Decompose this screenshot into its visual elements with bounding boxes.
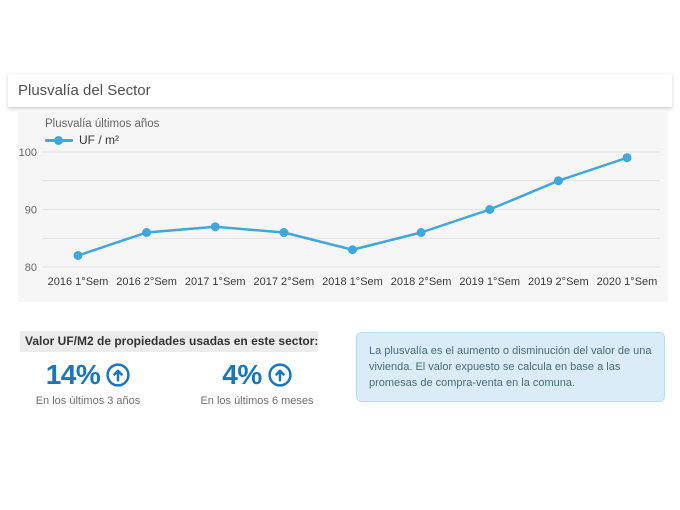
x-tick-label: 2018 1°Sem xyxy=(322,276,383,288)
stat-value-row: 14% xyxy=(23,358,153,392)
x-tick-label: 2016 1°Sem xyxy=(48,276,109,288)
x-tick-label: 2020 1°Sem xyxy=(597,276,658,288)
y-tick-label: 90 xyxy=(25,205,37,217)
trend-up-icon xyxy=(268,363,292,387)
chart-legend: Plusvalía últimos años UF / m² xyxy=(45,118,159,147)
series-line xyxy=(76,156,629,257)
data-point[interactable] xyxy=(622,153,632,163)
stats-header-bar: Valor UF/M2 de propiedades usadas en est… xyxy=(20,331,318,352)
data-point[interactable] xyxy=(348,245,357,255)
stat-value: 14% xyxy=(45,359,101,390)
x-tick-label: 2017 1°Sem xyxy=(185,276,246,288)
legend-series-item[interactable]: UF / m² xyxy=(45,133,159,147)
series-marker-icon xyxy=(45,135,73,145)
stats-header-label: Valor UF/M2 de propiedades usadas en est… xyxy=(25,334,319,348)
info-box: La plusvalía es el aumento o disminución… xyxy=(356,332,665,402)
stat-label: En los últimos 6 meses xyxy=(200,395,314,407)
info-text: La plusvalía es el aumento o disminución… xyxy=(369,345,652,389)
stat-6-months: 4% En los últimos 6 meses xyxy=(191,358,323,407)
x-tick-label: 2019 2°Sem xyxy=(528,276,589,288)
x-tick-label: 2018 2°Sem xyxy=(391,276,452,288)
x-tick-label: 2017 2°Sem xyxy=(254,276,315,288)
stat-value: 4% xyxy=(222,359,262,390)
data-point[interactable] xyxy=(210,222,220,232)
section-header: Plusvalía del Sector xyxy=(8,74,672,108)
data-point[interactable] xyxy=(279,228,289,237)
x-tick-label: 2019 1°Sem xyxy=(459,276,520,288)
plusvalia-chart-panel: 80 90 100 2016 1°Sem 2016 2°Sem 2017 1°Sem 201… xyxy=(18,112,668,302)
series-label: UF / m² xyxy=(79,133,119,147)
data-point[interactable] xyxy=(142,228,152,237)
trend-up-icon xyxy=(106,363,130,387)
stat-label: En los últimos 3 años xyxy=(35,395,141,407)
data-point[interactable] xyxy=(553,176,563,186)
stat-3-years: 14% En los últimos 3 años xyxy=(23,358,153,407)
x-tick-label: 2016 2°Sem xyxy=(116,276,177,288)
data-point[interactable] xyxy=(416,228,426,237)
page-title: Plusvalía del Sector xyxy=(18,82,151,99)
data-point[interactable] xyxy=(73,251,83,260)
stat-value-row: 4% xyxy=(191,358,323,392)
legend-title: Plusvalía últimos años xyxy=(45,118,160,130)
y-tick-label: 100 xyxy=(19,147,37,159)
y-tick-label: 80 xyxy=(25,262,37,274)
data-point[interactable] xyxy=(485,205,495,214)
line-chart[interactable]: 80 90 100 2016 1°Sem 2016 2°Sem 2017 1°Sem 201… xyxy=(18,112,668,302)
